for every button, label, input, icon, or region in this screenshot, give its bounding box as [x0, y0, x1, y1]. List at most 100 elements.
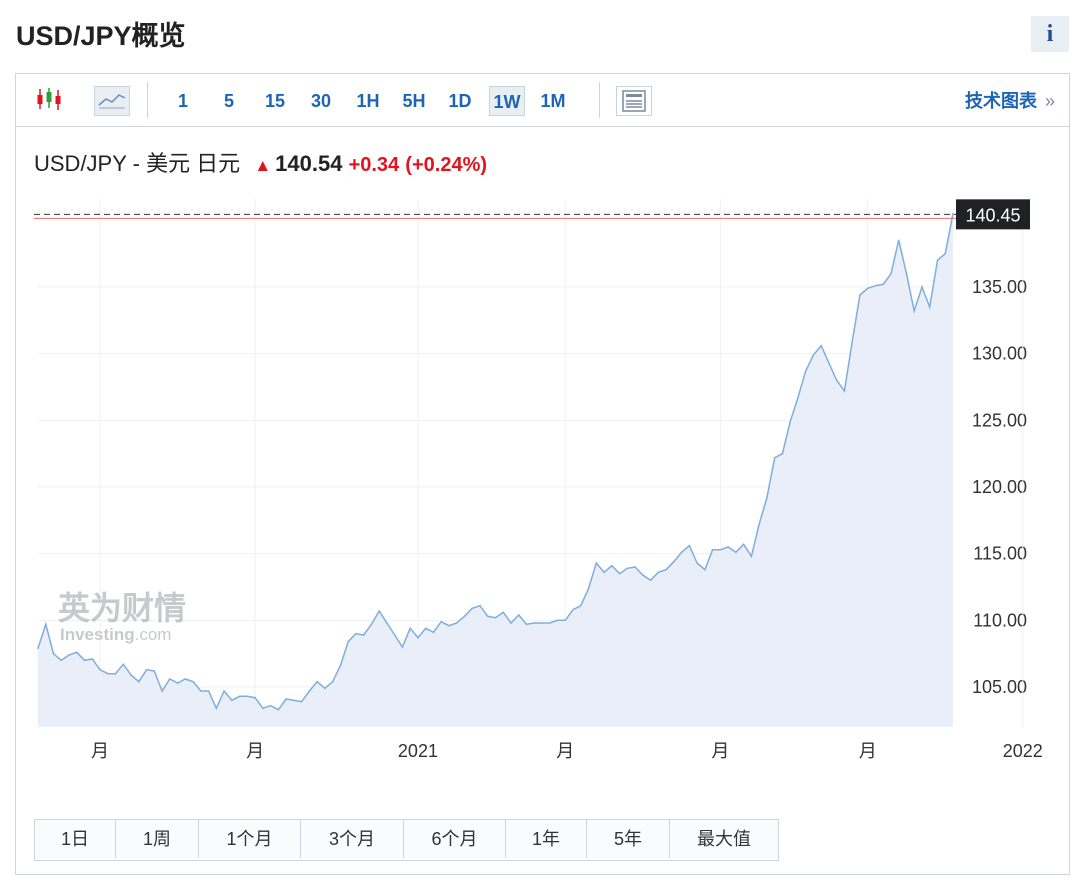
time-range-selector: 1日 1周 1个月 3个月 6个月 1年 5年 最大值 — [34, 819, 779, 861]
data-point — [52, 652, 55, 655]
interval-button-1w[interactable]: 1W — [489, 86, 525, 116]
data-point — [874, 284, 877, 287]
quote-change: +0.34 — [348, 154, 400, 176]
y-tick-label: 110.00 — [973, 610, 1027, 630]
info-button[interactable]: i — [1031, 16, 1069, 52]
data-point — [634, 566, 636, 568]
data-point — [339, 664, 342, 667]
data-point — [711, 548, 714, 551]
data-point — [269, 704, 272, 707]
data-point — [913, 310, 916, 312]
data-point — [386, 622, 388, 624]
data-point — [525, 623, 528, 626]
data-point — [820, 344, 822, 347]
data-point — [797, 396, 799, 399]
data-point — [502, 611, 505, 614]
data-point — [665, 568, 667, 571]
data-point — [324, 687, 326, 690]
data-point — [277, 708, 280, 711]
data-point — [766, 496, 768, 499]
range-button-1m[interactable]: 1个月 — [199, 820, 301, 858]
data-point — [215, 707, 218, 710]
data-point — [897, 239, 900, 242]
quote-symbol: USD/JPY - 美元 日元 — [34, 151, 241, 176]
interval-button-15[interactable]: 15 — [264, 91, 286, 111]
watermark-brand-en: Investing.com — [60, 625, 171, 644]
data-point — [370, 623, 373, 626]
candlestick-chart-button[interactable] — [32, 86, 68, 116]
toolbar-separator — [147, 82, 148, 118]
data-point — [517, 614, 520, 616]
data-point — [595, 562, 598, 564]
range-button-6m[interactable]: 6个月 — [404, 820, 506, 858]
data-point — [773, 456, 776, 459]
area-chart-button[interactable] — [94, 86, 130, 116]
data-point — [401, 646, 404, 648]
range-button-1w[interactable]: 1周 — [116, 820, 199, 858]
data-point — [866, 287, 869, 290]
interval-button-5h[interactable]: 5H — [402, 91, 426, 111]
data-point — [60, 659, 63, 662]
data-point — [262, 707, 264, 710]
data-point — [145, 668, 148, 671]
quote-price: 140.54 — [275, 151, 343, 176]
data-point — [758, 523, 760, 526]
series-area — [38, 213, 953, 727]
data-point — [804, 370, 807, 372]
interval-button-5[interactable]: 5 — [223, 91, 234, 111]
data-point — [355, 632, 357, 635]
price-chart[interactable]: 105.00 110.00 115.00 120.00 125.00 130.00 135.… — [16, 74, 1069, 814]
data-point — [890, 272, 892, 275]
data-point — [719, 548, 722, 551]
y-tick-label: 135.00 — [972, 277, 1027, 297]
data-point — [921, 286, 923, 288]
toolbar-separator — [599, 82, 600, 118]
data-point — [285, 698, 287, 700]
data-point — [300, 700, 303, 703]
technical-chart-label: 技术图表 — [964, 91, 1037, 111]
chevron-right-icon: » — [1044, 91, 1055, 111]
line-chart-icon — [98, 94, 126, 109]
quote-change-percent: (+0.24%) — [405, 154, 488, 176]
data-point — [44, 623, 47, 626]
data-point — [673, 560, 675, 563]
news-layout-icon — [622, 90, 646, 112]
data-point — [486, 615, 489, 618]
data-point — [494, 616, 497, 619]
chart-settings-button[interactable] — [616, 86, 652, 116]
data-point — [440, 620, 443, 623]
data-point — [184, 678, 187, 680]
data-point — [362, 634, 365, 636]
data-point — [393, 634, 396, 636]
data-point — [192, 680, 194, 683]
data-point — [122, 663, 125, 666]
data-point — [238, 695, 241, 698]
data-point — [99, 668, 101, 671]
data-point — [223, 690, 225, 692]
range-button-5y[interactable]: 5年 — [587, 820, 670, 858]
last-value-label: 140.45 — [965, 205, 1020, 225]
data-point — [649, 579, 652, 582]
data-point — [161, 690, 163, 692]
interval-button-1m[interactable]: 1M — [540, 91, 566, 111]
data-point — [510, 622, 512, 624]
interval-button-1[interactable]: 1 — [177, 91, 188, 111]
range-button-3m[interactable]: 3个月 — [301, 820, 404, 858]
data-point — [246, 695, 249, 698]
range-button-max[interactable]: 最大值 — [670, 820, 778, 858]
y-tick-label: 105.00 — [972, 677, 1027, 697]
range-button-1y[interactable]: 1年 — [506, 820, 587, 858]
data-point — [843, 390, 846, 392]
y-tick-label: 125.00 — [972, 410, 1027, 430]
data-point — [138, 680, 140, 683]
interval-button-1h[interactable]: 1H — [356, 91, 380, 111]
technical-chart-link[interactable]: 技术图表 » — [965, 86, 1055, 116]
interval-button-30[interactable]: 30 — [310, 91, 332, 111]
data-point — [548, 622, 551, 624]
range-button-1d[interactable]: 1日 — [35, 820, 116, 858]
data-point — [835, 379, 838, 382]
data-point — [455, 622, 458, 624]
interval-button-1d[interactable]: 1D — [448, 91, 472, 111]
data-point — [68, 654, 70, 656]
